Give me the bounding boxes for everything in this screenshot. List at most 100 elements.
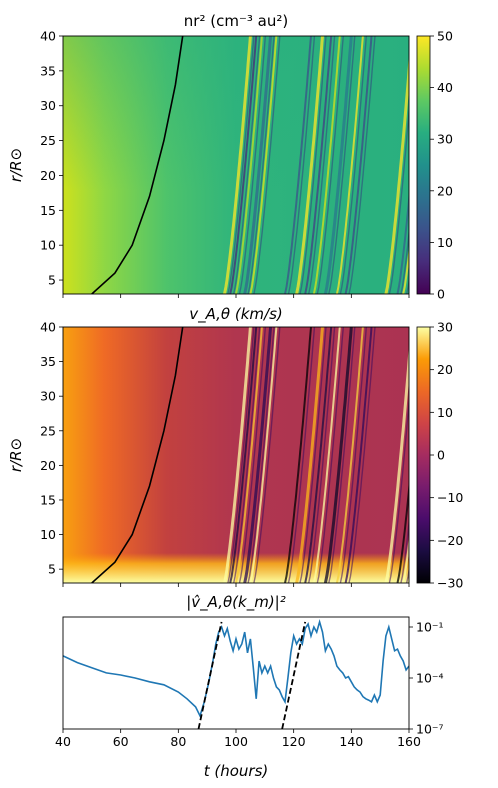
colorbar-tick-label: 10: [437, 235, 453, 250]
y-tick-label: 25: [40, 423, 56, 438]
streak: [396, 190, 409, 294]
spectrum-growth-guides: [197, 621, 307, 729]
colorbar-tick-label: −20: [437, 533, 463, 548]
y-tick-label: 5: [48, 273, 56, 288]
streak-shadow: [238, 36, 267, 294]
x-tick-label: 100: [224, 734, 248, 749]
colorbar-tick-label: 10: [437, 405, 453, 420]
colorbar-tick-label: 20: [437, 183, 453, 198]
streak: [304, 327, 333, 583]
velocity-panel: v_A,θ (km/s) 5 10 15 20 25 30 35 40 r/R⊙ −30 −20…: [7, 305, 463, 591]
streak-shadow: [400, 227, 409, 294]
streak: [384, 53, 409, 294]
density-panel-title: nr² (cm⁻³ au²): [184, 12, 288, 30]
streak-shadow: [247, 327, 275, 583]
velocity-streaks: [223, 327, 409, 583]
streak: [249, 327, 278, 583]
streak: [284, 327, 312, 583]
streak: [235, 36, 263, 294]
velocity-colorbar: [416, 326, 431, 584]
streak: [249, 36, 278, 294]
streak-shadow: [238, 327, 267, 583]
y-tick-label: 5: [48, 562, 56, 577]
density-colorbar: [416, 35, 431, 295]
streak-shadow: [247, 36, 275, 294]
streak-shadow: [299, 327, 327, 583]
y-tick-label: 30: [40, 389, 56, 404]
streak-shadow: [348, 36, 376, 294]
streak-shadow: [400, 516, 409, 583]
density-streaks: [223, 36, 409, 294]
density-x-ticks: [62, 294, 410, 298]
streak: [229, 327, 258, 583]
spectrum-panel: |v̂_A,θ(k_m)|² 40 60 80 100 120 140 160 10⁻⁷10…: [55, 593, 443, 780]
x-tick-label: 60: [113, 734, 129, 749]
y-tick-label: 15: [40, 203, 56, 218]
streak-shadow: [253, 36, 281, 294]
colorbar-tick-label: −30: [437, 576, 463, 591]
x-tick-label: 80: [170, 734, 186, 749]
colorbar-tick-label: 30: [437, 132, 453, 147]
density-ylabel: r/R⊙: [7, 148, 25, 182]
spectrum-plot-frame: [62, 616, 410, 730]
velocity-panel-title: v_A,θ (km/s): [189, 305, 283, 324]
y-tick-label: 25: [40, 133, 56, 148]
y-tick-label: 30: [40, 98, 56, 113]
density-colorbar-ticks: 0 10 20 30 40 50: [430, 29, 453, 302]
streak-shadow: [328, 327, 356, 583]
x-tick-label: 140: [339, 734, 363, 749]
streak-shadow: [328, 36, 356, 294]
colorbar-tick-label: 0: [437, 448, 445, 463]
streak: [323, 36, 353, 294]
colorbar-tick-label: −10: [437, 490, 463, 505]
velocity-colorbar-ticks: −30 −20 −10 0 10 20 30: [430, 320, 463, 591]
y-tick-label: 40: [40, 29, 56, 44]
colorbar-tick-label: 30: [437, 320, 453, 335]
x-tick-label: 120: [282, 734, 306, 749]
streak-shadow: [233, 327, 261, 583]
streak-shadow: [253, 327, 281, 583]
y-tick-label: 10⁻⁷: [416, 722, 444, 737]
velocity-y-axis: 5 10 15 20 25 30 35 40: [40, 320, 63, 577]
streak-shadow: [227, 36, 255, 294]
streak-shadow: [316, 327, 344, 583]
streak: [335, 36, 364, 294]
spectrum-panel-title: |v̂_A,θ(k_m)|²: [186, 593, 286, 612]
density-panel: nr² (cm⁻³ au²) 5 10 15 20 25 30 35 40 r/R⊙ 0 10 2…: [7, 12, 453, 302]
streak: [243, 327, 273, 583]
spectrum-x-axis: 40 60 80 100 120 140 160: [55, 729, 421, 749]
streak: [344, 327, 373, 583]
streak: [344, 36, 373, 294]
colorbar-tick-label: 0: [437, 287, 445, 302]
streak-shadow: [227, 327, 255, 583]
growth-guide-line: [281, 621, 307, 729]
velocity-trajectory-curve: [91, 327, 184, 583]
y-tick-label: 15: [40, 492, 56, 507]
y-tick-label: 10: [40, 238, 56, 253]
streak-shadow: [287, 327, 316, 583]
density-y-axis: 5 10 15 20 25 30 35 40: [40, 29, 63, 288]
y-tick-label: 40: [40, 320, 56, 335]
streak: [235, 327, 263, 583]
streak-shadow: [339, 327, 367, 583]
streak-shadow: [287, 36, 316, 294]
y-tick-label: 20: [40, 168, 56, 183]
y-tick-label: 20: [40, 458, 56, 473]
streak: [323, 327, 353, 583]
streak: [312, 36, 341, 294]
streak: [243, 36, 273, 294]
streak-shadow: [348, 327, 376, 583]
spectrum-xlabel: t (hours): [204, 762, 269, 780]
y-tick-label: 35: [40, 354, 56, 369]
streak-shadow: [388, 395, 409, 583]
streak-shadow: [308, 327, 336, 583]
streak: [396, 480, 409, 583]
y-tick-label: 10⁻⁴: [416, 671, 444, 686]
spectrum-series-line: [63, 618, 409, 718]
velocity-x-ticks: [62, 583, 410, 587]
x-tick-label: 40: [55, 734, 71, 749]
colorbar-tick-label: 20: [437, 362, 453, 377]
y-tick-label: 35: [40, 63, 56, 78]
colorbar-tick-label: 40: [437, 80, 453, 95]
